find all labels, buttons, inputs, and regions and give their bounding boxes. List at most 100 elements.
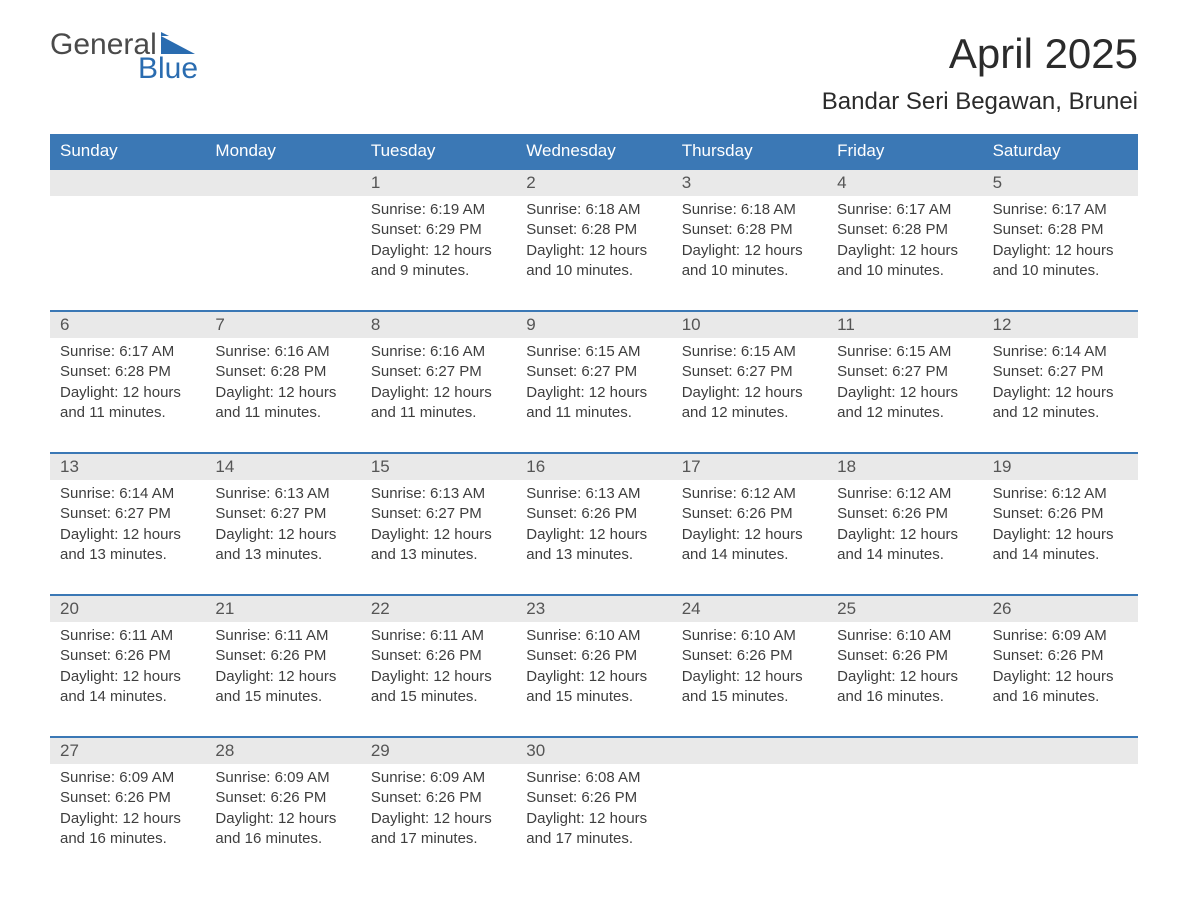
sunrise-text: Sunrise: 6:10 AM [837,626,972,646]
day-cell: 15Sunrise: 6:13 AMSunset: 6:27 PMDayligh… [361,454,516,594]
daylight-text: Daylight: 12 hours and 11 minutes. [526,383,661,424]
day-number: 27 [50,738,205,764]
sunset-text: Sunset: 6:26 PM [526,646,661,666]
day-body: Sunrise: 6:11 AMSunset: 6:26 PMDaylight:… [361,622,516,717]
day-cell: 21Sunrise: 6:11 AMSunset: 6:26 PMDayligh… [205,596,360,736]
day-number: 8 [361,312,516,338]
weekday-header-cell: Thursday [672,134,827,168]
daylight-text: Daylight: 12 hours and 12 minutes. [837,383,972,424]
day-cell: 23Sunrise: 6:10 AMSunset: 6:26 PMDayligh… [516,596,671,736]
day-cell: 16Sunrise: 6:13 AMSunset: 6:26 PMDayligh… [516,454,671,594]
sunset-text: Sunset: 6:26 PM [682,504,817,524]
sunrise-text: Sunrise: 6:11 AM [215,626,350,646]
sunset-text: Sunset: 6:27 PM [837,362,972,382]
daylight-text: Daylight: 12 hours and 14 minutes. [993,525,1128,566]
sunrise-text: Sunrise: 6:14 AM [993,342,1128,362]
day-body: Sunrise: 6:08 AMSunset: 6:26 PMDaylight:… [516,764,671,859]
daylight-text: Daylight: 12 hours and 12 minutes. [993,383,1128,424]
sunset-text: Sunset: 6:27 PM [215,504,350,524]
sunrise-text: Sunrise: 6:14 AM [60,484,195,504]
week-row: 13Sunrise: 6:14 AMSunset: 6:27 PMDayligh… [50,452,1138,594]
day-number: 21 [205,596,360,622]
sunset-text: Sunset: 6:26 PM [526,788,661,808]
sunrise-text: Sunrise: 6:09 AM [60,768,195,788]
daylight-text: Daylight: 12 hours and 10 minutes. [682,241,817,282]
daylight-text: Daylight: 12 hours and 16 minutes. [993,667,1128,708]
day-body: Sunrise: 6:18 AMSunset: 6:28 PMDaylight:… [672,196,827,291]
sunrise-text: Sunrise: 6:12 AM [993,484,1128,504]
day-body: Sunrise: 6:12 AMSunset: 6:26 PMDaylight:… [827,480,982,575]
sunrise-text: Sunrise: 6:16 AM [215,342,350,362]
title-block: April 2025 Bandar Seri Begawan, Brunei [822,30,1138,116]
day-number: 19 [983,454,1138,480]
day-cell: 24Sunrise: 6:10 AMSunset: 6:26 PMDayligh… [672,596,827,736]
day-number: 29 [361,738,516,764]
sunrise-text: Sunrise: 6:19 AM [371,200,506,220]
sunrise-text: Sunrise: 6:16 AM [371,342,506,362]
weekday-header-cell: Tuesday [361,134,516,168]
daylight-text: Daylight: 12 hours and 14 minutes. [837,525,972,566]
sunset-text: Sunset: 6:28 PM [682,220,817,240]
weekday-header-cell: Saturday [983,134,1138,168]
day-body: Sunrise: 6:17 AMSunset: 6:28 PMDaylight:… [827,196,982,291]
sunrise-text: Sunrise: 6:17 AM [993,200,1128,220]
daylight-text: Daylight: 12 hours and 16 minutes. [837,667,972,708]
daylight-text: Daylight: 12 hours and 16 minutes. [60,809,195,850]
sunset-text: Sunset: 6:26 PM [60,788,195,808]
day-number: 3 [672,170,827,196]
day-body: Sunrise: 6:13 AMSunset: 6:27 PMDaylight:… [205,480,360,575]
daylight-text: Daylight: 12 hours and 16 minutes. [215,809,350,850]
day-number: 7 [205,312,360,338]
sunrise-text: Sunrise: 6:18 AM [682,200,817,220]
day-body: Sunrise: 6:16 AMSunset: 6:27 PMDaylight:… [361,338,516,433]
day-cell: 27 Sunrise: 6:09 AMSunset: 6:26 PMDayligh… [50,738,205,878]
day-cell: 30Sunrise: 6:08 AMSunset: 6:26 PMDayligh… [516,738,671,878]
day-number [827,738,982,764]
day-cell: 22Sunrise: 6:11 AMSunset: 6:26 PMDayligh… [361,596,516,736]
day-cell: 17Sunrise: 6:12 AMSunset: 6:26 PMDayligh… [672,454,827,594]
sunrise-text: Sunrise: 6:13 AM [371,484,506,504]
sunrise-text: Sunrise: 6:13 AM [526,484,661,504]
day-body: Sunrise: 6:14 AMSunset: 6:27 PMDaylight:… [50,480,205,575]
calendar-grid: SundayMondayTuesdayWednesdayThursdayFrid… [50,134,1138,878]
day-cell: 13Sunrise: 6:14 AMSunset: 6:27 PMDayligh… [50,454,205,594]
day-number: 28 [205,738,360,764]
sunset-text: Sunset: 6:27 PM [60,504,195,524]
sunrise-text: Sunrise: 6:17 AM [837,200,972,220]
day-cell: 14Sunrise: 6:13 AMSunset: 6:27 PMDayligh… [205,454,360,594]
day-number [983,738,1138,764]
sunset-text: Sunset: 6:27 PM [371,362,506,382]
sunset-text: Sunset: 6:28 PM [526,220,661,240]
sunrise-text: Sunrise: 6:13 AM [215,484,350,504]
day-body: Sunrise: 6:09 AMSunset: 6:26 PMDaylight:… [983,622,1138,717]
day-cell: 18Sunrise: 6:12 AMSunset: 6:26 PMDayligh… [827,454,982,594]
day-cell: 19Sunrise: 6:12 AMSunset: 6:26 PMDayligh… [983,454,1138,594]
sunset-text: Sunset: 6:26 PM [837,646,972,666]
day-cell [205,170,360,310]
sunrise-text: Sunrise: 6:09 AM [215,768,350,788]
day-number: 11 [827,312,982,338]
daylight-text: Daylight: 12 hours and 13 minutes. [60,525,195,566]
day-body: Sunrise: 6:15 AMSunset: 6:27 PMDaylight:… [827,338,982,433]
day-number: 10 [672,312,827,338]
day-cell: 7Sunrise: 6:16 AMSunset: 6:28 PMDaylight… [205,312,360,452]
weekday-header-row: SundayMondayTuesdayWednesdayThursdayFrid… [50,134,1138,168]
daylight-text: Daylight: 12 hours and 13 minutes. [371,525,506,566]
weekday-header-cell: Sunday [50,134,205,168]
day-number [672,738,827,764]
day-body: Sunrise: 6:10 AMSunset: 6:26 PMDaylight:… [827,622,982,717]
sunrise-text: Sunrise: 6:12 AM [682,484,817,504]
weekday-header-cell: Wednesday [516,134,671,168]
day-cell: 2Sunrise: 6:18 AMSunset: 6:28 PMDaylight… [516,170,671,310]
daylight-text: Daylight: 12 hours and 12 minutes. [682,383,817,424]
week-row: 1Sunrise: 6:19 AMSunset: 6:29 PMDaylight… [50,168,1138,310]
day-cell [672,738,827,878]
day-body: Sunrise: 6:11 AMSunset: 6:26 PMDaylight:… [205,622,360,717]
daylight-text: Daylight: 12 hours and 15 minutes. [371,667,506,708]
week-row: 6Sunrise: 6:17 AMSunset: 6:28 PMDaylight… [50,310,1138,452]
sunset-text: Sunset: 6:28 PM [993,220,1128,240]
day-cell: 28Sunrise: 6:09 AMSunset: 6:26 PMDayligh… [205,738,360,878]
sunset-text: Sunset: 6:27 PM [371,504,506,524]
day-number: 14 [205,454,360,480]
daylight-text: Daylight: 12 hours and 14 minutes. [682,525,817,566]
